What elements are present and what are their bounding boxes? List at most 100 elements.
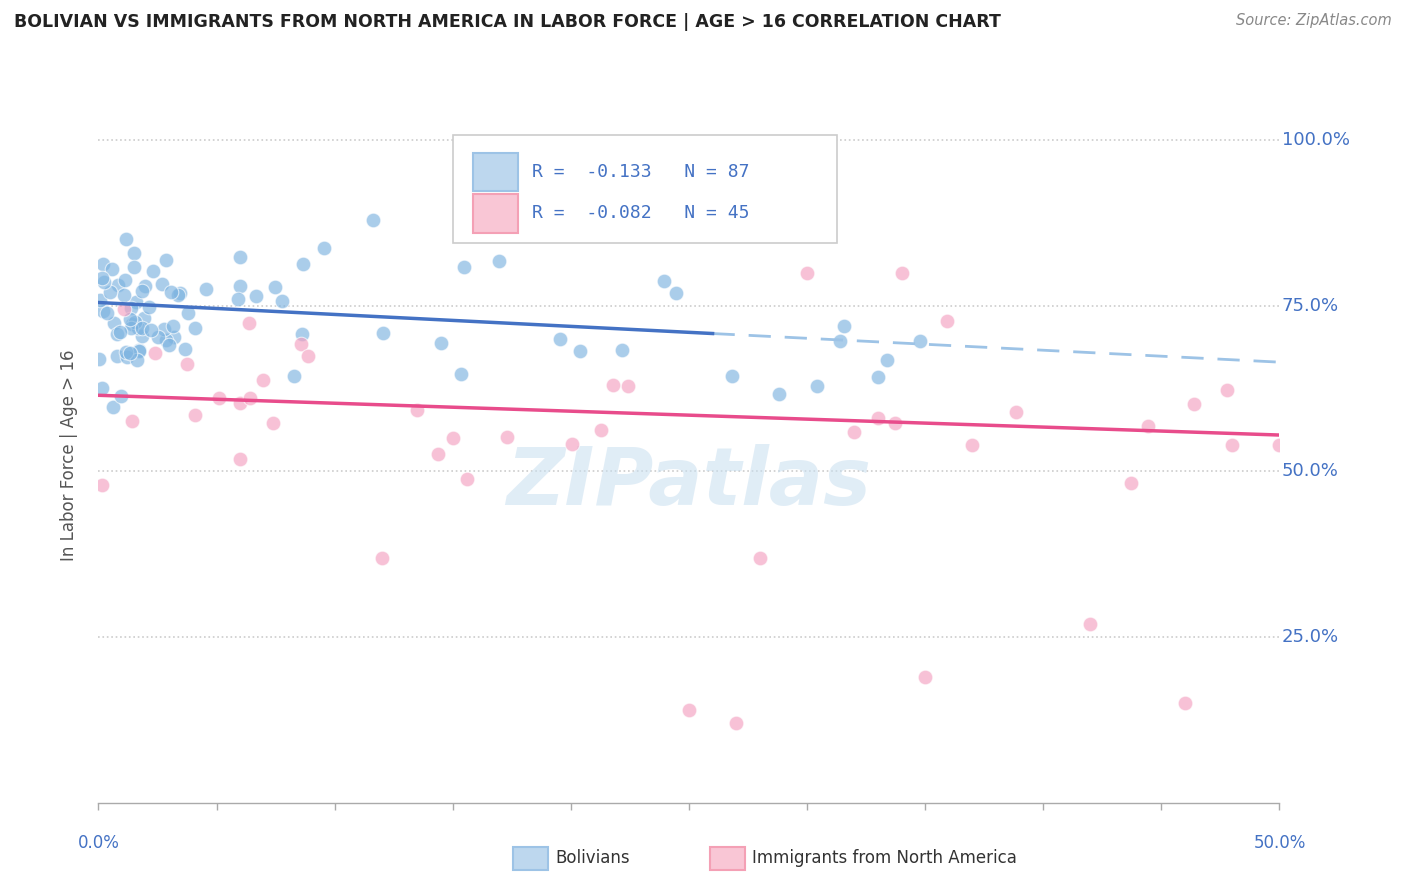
Point bbox=[568, 343, 591, 358]
Point bbox=[806, 378, 828, 392]
Point bbox=[1137, 418, 1160, 433]
Point bbox=[155, 252, 177, 267]
Point bbox=[208, 391, 231, 405]
Point bbox=[768, 387, 790, 401]
Text: 75.0%: 75.0% bbox=[1282, 297, 1339, 315]
Point bbox=[89, 293, 111, 307]
Point bbox=[652, 274, 675, 288]
FancyBboxPatch shape bbox=[453, 135, 837, 243]
Point bbox=[91, 303, 114, 318]
Point bbox=[238, 316, 260, 330]
Point bbox=[110, 389, 132, 403]
Point bbox=[430, 336, 453, 351]
Point bbox=[91, 381, 114, 395]
Point bbox=[131, 321, 153, 335]
Point bbox=[441, 431, 464, 445]
Point bbox=[132, 311, 155, 326]
Point bbox=[245, 289, 267, 303]
Point bbox=[115, 351, 138, 365]
Point bbox=[118, 346, 141, 360]
Text: Bolivians: Bolivians bbox=[555, 849, 630, 867]
Point bbox=[173, 343, 195, 357]
Point bbox=[194, 281, 217, 295]
Point bbox=[1119, 476, 1142, 491]
Point bbox=[665, 286, 688, 301]
Point bbox=[127, 320, 149, 334]
Point bbox=[488, 253, 510, 268]
Point bbox=[229, 250, 252, 264]
Point bbox=[262, 416, 284, 430]
Point bbox=[122, 246, 145, 260]
Point bbox=[124, 315, 146, 329]
Point bbox=[150, 277, 173, 291]
Point bbox=[131, 285, 153, 299]
Point bbox=[155, 334, 177, 348]
Y-axis label: In Labor Force | Age > 16: In Labor Force | Age > 16 bbox=[59, 349, 77, 561]
Text: Immigrants from North America: Immigrants from North America bbox=[752, 849, 1017, 867]
Point bbox=[167, 288, 190, 302]
Point bbox=[228, 452, 250, 467]
Point bbox=[177, 306, 200, 320]
Point bbox=[868, 370, 890, 384]
Text: ZIPatlas: ZIPatlas bbox=[506, 443, 872, 522]
Point bbox=[371, 326, 394, 340]
Point bbox=[748, 550, 770, 565]
Point bbox=[239, 392, 262, 406]
Text: R =  -0.133   N = 87: R = -0.133 N = 87 bbox=[531, 162, 749, 181]
Point bbox=[142, 264, 165, 278]
Point bbox=[616, 378, 638, 392]
Point bbox=[720, 368, 742, 383]
Point bbox=[910, 334, 932, 349]
Point bbox=[115, 232, 138, 246]
Point bbox=[114, 345, 136, 359]
Text: BOLIVIAN VS IMMIGRANTS FROM NORTH AMERICA IN LABOR FORCE | AGE > 16 CORRELATION : BOLIVIAN VS IMMIGRANTS FROM NORTH AMERIC… bbox=[14, 13, 1001, 31]
Point bbox=[120, 301, 142, 315]
Text: 25.0%: 25.0% bbox=[1282, 628, 1339, 646]
Point bbox=[935, 314, 957, 328]
Point bbox=[264, 280, 287, 294]
Point bbox=[271, 294, 294, 309]
Point bbox=[229, 395, 252, 409]
Point bbox=[157, 338, 180, 352]
Point bbox=[610, 343, 633, 357]
Point bbox=[105, 350, 128, 364]
Point bbox=[561, 437, 583, 451]
Point bbox=[1005, 405, 1028, 419]
Point bbox=[124, 294, 146, 309]
Point bbox=[90, 477, 112, 491]
Text: R =  -0.082   N = 45: R = -0.082 N = 45 bbox=[531, 204, 749, 222]
Point bbox=[98, 285, 121, 299]
Point bbox=[297, 349, 319, 363]
Point bbox=[427, 447, 450, 461]
Point bbox=[844, 425, 866, 439]
Point bbox=[169, 285, 191, 300]
Text: Source: ZipAtlas.com: Source: ZipAtlas.com bbox=[1236, 13, 1392, 29]
Point bbox=[914, 670, 936, 684]
Point bbox=[103, 316, 125, 330]
Point bbox=[91, 257, 114, 271]
Point bbox=[1268, 438, 1291, 452]
Point bbox=[876, 353, 898, 368]
Point bbox=[128, 343, 150, 358]
Point bbox=[866, 411, 889, 425]
Text: 0.0%: 0.0% bbox=[77, 834, 120, 852]
Point bbox=[890, 266, 912, 280]
Point bbox=[796, 266, 818, 280]
Point bbox=[725, 716, 748, 731]
Point bbox=[290, 336, 312, 351]
Point bbox=[591, 423, 613, 437]
Point bbox=[1215, 383, 1237, 397]
Point bbox=[141, 323, 163, 337]
Point bbox=[112, 301, 135, 316]
Point bbox=[146, 330, 169, 344]
Bar bbox=[472, 194, 517, 233]
Point bbox=[283, 368, 305, 383]
Point bbox=[96, 306, 118, 320]
Point bbox=[138, 300, 160, 314]
Point bbox=[163, 330, 186, 344]
Point bbox=[87, 351, 110, 366]
Point bbox=[495, 430, 517, 444]
Point bbox=[110, 325, 132, 339]
Point bbox=[107, 277, 129, 292]
Point bbox=[229, 279, 252, 293]
